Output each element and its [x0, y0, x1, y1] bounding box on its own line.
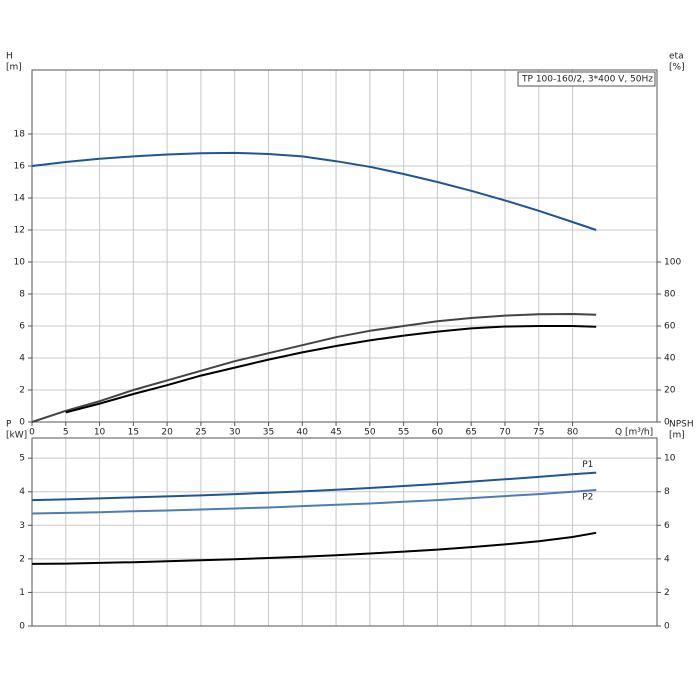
- x-tick-label: 80: [567, 428, 579, 438]
- x-tick-label: 60: [432, 428, 444, 438]
- y-tick-label: 6: [19, 322, 25, 332]
- y-tick-label: 5: [19, 454, 25, 464]
- y-tick-label: 2: [19, 554, 25, 564]
- series-label: P2: [582, 493, 593, 503]
- x-tick-label: 10: [94, 428, 106, 438]
- curve: [31, 489, 597, 515]
- plot-frame: [31, 69, 658, 423]
- x-axis-label: Q [m³/h]: [615, 428, 653, 438]
- y-tick-label: 16: [14, 162, 26, 172]
- x-tick-label: 5: [63, 428, 69, 438]
- y-axis-label: [kW]: [6, 431, 27, 441]
- y2-tick-label: 6: [664, 521, 670, 531]
- y2-tick-label: 60: [664, 322, 676, 332]
- y-tick-label: 12: [14, 226, 25, 236]
- y-tick-label: 0: [19, 622, 25, 632]
- x-tick-label: 70: [499, 428, 511, 438]
- y2-axis-label: [%]: [669, 63, 685, 73]
- y2-tick-label: 20: [664, 386, 676, 396]
- x-tick-label: 15: [128, 428, 139, 438]
- x-tick-label: 55: [398, 428, 409, 438]
- curve: [31, 313, 597, 423]
- y2-tick-label: 4: [664, 554, 670, 564]
- y-axis-label: [m]: [6, 63, 22, 73]
- x-tick-label: 35: [263, 428, 274, 438]
- y2-tick-label: 0: [664, 622, 670, 632]
- y-tick-label: 1: [19, 588, 25, 598]
- y2-tick-label: 8: [664, 487, 670, 497]
- curve: [31, 471, 597, 502]
- series-label: P1: [582, 460, 593, 470]
- y2-tick-label: 40: [664, 354, 676, 364]
- y-axis-label: P: [6, 420, 12, 430]
- y-tick-label: 4: [19, 487, 25, 497]
- y-tick-label: 4: [19, 354, 25, 364]
- x-tick-label: 75: [533, 428, 544, 438]
- x-tick-label: 30: [229, 428, 241, 438]
- curve: [65, 325, 597, 414]
- y-tick-label: 18: [14, 130, 26, 140]
- x-tick-label: 40: [297, 428, 309, 438]
- y-tick-label: 10: [14, 258, 26, 268]
- x-tick-label: 65: [465, 428, 476, 438]
- plot-frame: [31, 437, 658, 627]
- curve: [31, 151, 597, 231]
- y2-tick-label: 10: [664, 454, 676, 464]
- y-tick-label: 14: [14, 194, 26, 204]
- x-tick-label: 20: [161, 428, 173, 438]
- y2-tick-label: 2: [664, 588, 670, 598]
- y2-tick-label: 80: [664, 290, 676, 300]
- y-tick-label: 3: [19, 521, 25, 531]
- title-box: [517, 71, 656, 87]
- y2-tick-label: 0: [664, 418, 670, 428]
- x-tick-label: 25: [195, 428, 206, 438]
- x-tick-label: 50: [364, 428, 376, 438]
- y2-axis-label: NPSH: [669, 420, 694, 430]
- y-tick-label: 8: [19, 290, 25, 300]
- x-tick-label: 0: [29, 428, 35, 438]
- curve: [31, 531, 597, 565]
- y-tick-label: 0: [19, 418, 25, 428]
- y2-axis-label: [m]: [669, 431, 685, 441]
- y2-axis-label: eta: [669, 52, 684, 62]
- y-tick-label: 2: [19, 386, 25, 396]
- y-axis-label: H: [6, 52, 13, 62]
- chart-title: TP 100-160/2, 3*400 V, 50Hz: [521, 75, 653, 85]
- x-tick-label: 45: [330, 428, 341, 438]
- y2-tick-label: 100: [664, 258, 681, 268]
